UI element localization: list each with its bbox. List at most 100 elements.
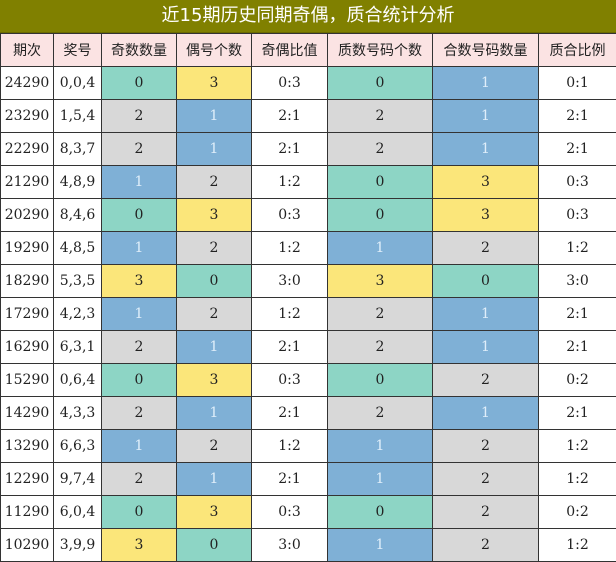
cell-odd-even-ratio: 0:3 — [252, 364, 328, 397]
cell-number: 6,3,1 — [54, 331, 102, 364]
cell-prime-composite-ratio: 1:2 — [539, 232, 616, 265]
cell-prime-count: 1 — [328, 232, 433, 265]
cell-prime-composite-ratio: 2:1 — [539, 133, 616, 166]
cell-even-count: 1 — [177, 397, 252, 430]
cell-composite-count: 2 — [433, 430, 539, 463]
cell-prime-count: 1 — [328, 430, 433, 463]
cell-prime-composite-ratio: 2:1 — [539, 397, 616, 430]
cell-odd-count: 0 — [102, 199, 177, 232]
header-even-count: 偶号个数 — [177, 34, 252, 67]
cell-period: 11290 — [1, 496, 54, 529]
cell-prime-composite-ratio: 1:2 — [539, 529, 616, 562]
cell-prime-count: 1 — [328, 463, 433, 496]
cell-number: 4,8,9 — [54, 166, 102, 199]
cell-odd-count: 3 — [102, 529, 177, 562]
cell-odd-even-ratio: 0:3 — [252, 67, 328, 100]
cell-number: 9,7,4 — [54, 463, 102, 496]
cell-prime-count: 0 — [328, 364, 433, 397]
cell-number: 6,0,4 — [54, 496, 102, 529]
stats-table: 期次 奖号 奇数数量 偶号个数 奇偶比值 质数号码个数 合数号码数量 质合比例 … — [0, 33, 616, 562]
cell-period: 12290 — [1, 463, 54, 496]
cell-even-count: 3 — [177, 496, 252, 529]
cell-period: 14290 — [1, 397, 54, 430]
cell-period: 22290 — [1, 133, 54, 166]
header-odd-count: 奇数数量 — [102, 34, 177, 67]
cell-even-count: 3 — [177, 67, 252, 100]
cell-prime-count: 0 — [328, 496, 433, 529]
cell-prime-composite-ratio: 3:0 — [539, 265, 616, 298]
cell-composite-count: 2 — [433, 496, 539, 529]
cell-number: 4,2,3 — [54, 298, 102, 331]
cell-number: 4,3,3 — [54, 397, 102, 430]
cell-prime-count: 2 — [328, 133, 433, 166]
cell-even-count: 1 — [177, 133, 252, 166]
cell-even-count: 0 — [177, 265, 252, 298]
cell-composite-count: 2 — [433, 463, 539, 496]
cell-odd-count: 0 — [102, 67, 177, 100]
cell-odd-even-ratio: 1:2 — [252, 430, 328, 463]
cell-prime-composite-ratio: 2:1 — [539, 298, 616, 331]
cell-composite-count: 1 — [433, 133, 539, 166]
header-number: 奖号 — [54, 34, 102, 67]
cell-odd-count: 1 — [102, 232, 177, 265]
cell-number: 1,5,4 — [54, 100, 102, 133]
cell-period: 17290 — [1, 298, 54, 331]
cell-prime-composite-ratio: 0:2 — [539, 496, 616, 529]
cell-composite-count: 2 — [433, 364, 539, 397]
cell-number: 5,3,5 — [54, 265, 102, 298]
cell-number: 6,6,3 — [54, 430, 102, 463]
cell-prime-count: 2 — [328, 397, 433, 430]
cell-prime-composite-ratio: 1:2 — [539, 463, 616, 496]
cell-composite-count: 1 — [433, 67, 539, 100]
cell-prime-count: 0 — [328, 199, 433, 232]
cell-odd-count: 3 — [102, 265, 177, 298]
cell-prime-count: 1 — [328, 529, 433, 562]
cell-prime-composite-ratio: 0:3 — [539, 199, 616, 232]
cell-composite-count: 1 — [433, 397, 539, 430]
cell-odd-even-ratio: 1:2 — [252, 232, 328, 265]
page-title: 近15期历史同期奇偶，质合统计分析 — [0, 0, 616, 33]
header-odd-even-ratio: 奇偶比值 — [252, 34, 328, 67]
cell-odd-even-ratio: 2:1 — [252, 397, 328, 430]
cell-even-count: 2 — [177, 166, 252, 199]
cell-prime-composite-ratio: 2:1 — [539, 100, 616, 133]
cell-number: 8,4,6 — [54, 199, 102, 232]
cell-even-count: 3 — [177, 364, 252, 397]
cell-odd-even-ratio: 0:3 — [252, 199, 328, 232]
cell-odd-count: 0 — [102, 496, 177, 529]
cell-period: 18290 — [1, 265, 54, 298]
cell-odd-even-ratio: 2:1 — [252, 331, 328, 364]
header-prime-composite-ratio: 质合比例 — [539, 34, 616, 67]
cell-period: 21290 — [1, 166, 54, 199]
cell-prime-composite-ratio: 0:2 — [539, 364, 616, 397]
cell-period: 15290 — [1, 364, 54, 397]
cell-odd-even-ratio: 2:1 — [252, 133, 328, 166]
cell-period: 19290 — [1, 232, 54, 265]
cell-odd-even-ratio: 0:3 — [252, 496, 328, 529]
cell-even-count: 1 — [177, 331, 252, 364]
cell-odd-count: 1 — [102, 430, 177, 463]
cell-period: 24290 — [1, 67, 54, 100]
cell-composite-count: 1 — [433, 298, 539, 331]
cell-composite-count: 2 — [433, 529, 539, 562]
cell-even-count: 2 — [177, 232, 252, 265]
cell-prime-composite-ratio: 0:1 — [539, 67, 616, 100]
cell-odd-count: 2 — [102, 397, 177, 430]
cell-odd-even-ratio: 1:2 — [252, 166, 328, 199]
cell-even-count: 2 — [177, 298, 252, 331]
cell-odd-even-ratio: 3:0 — [252, 529, 328, 562]
cell-prime-count: 2 — [328, 331, 433, 364]
cell-odd-even-ratio: 2:1 — [252, 463, 328, 496]
cell-even-count: 0 — [177, 529, 252, 562]
cell-period: 10290 — [1, 529, 54, 562]
cell-odd-count: 2 — [102, 463, 177, 496]
cell-odd-count: 2 — [102, 100, 177, 133]
